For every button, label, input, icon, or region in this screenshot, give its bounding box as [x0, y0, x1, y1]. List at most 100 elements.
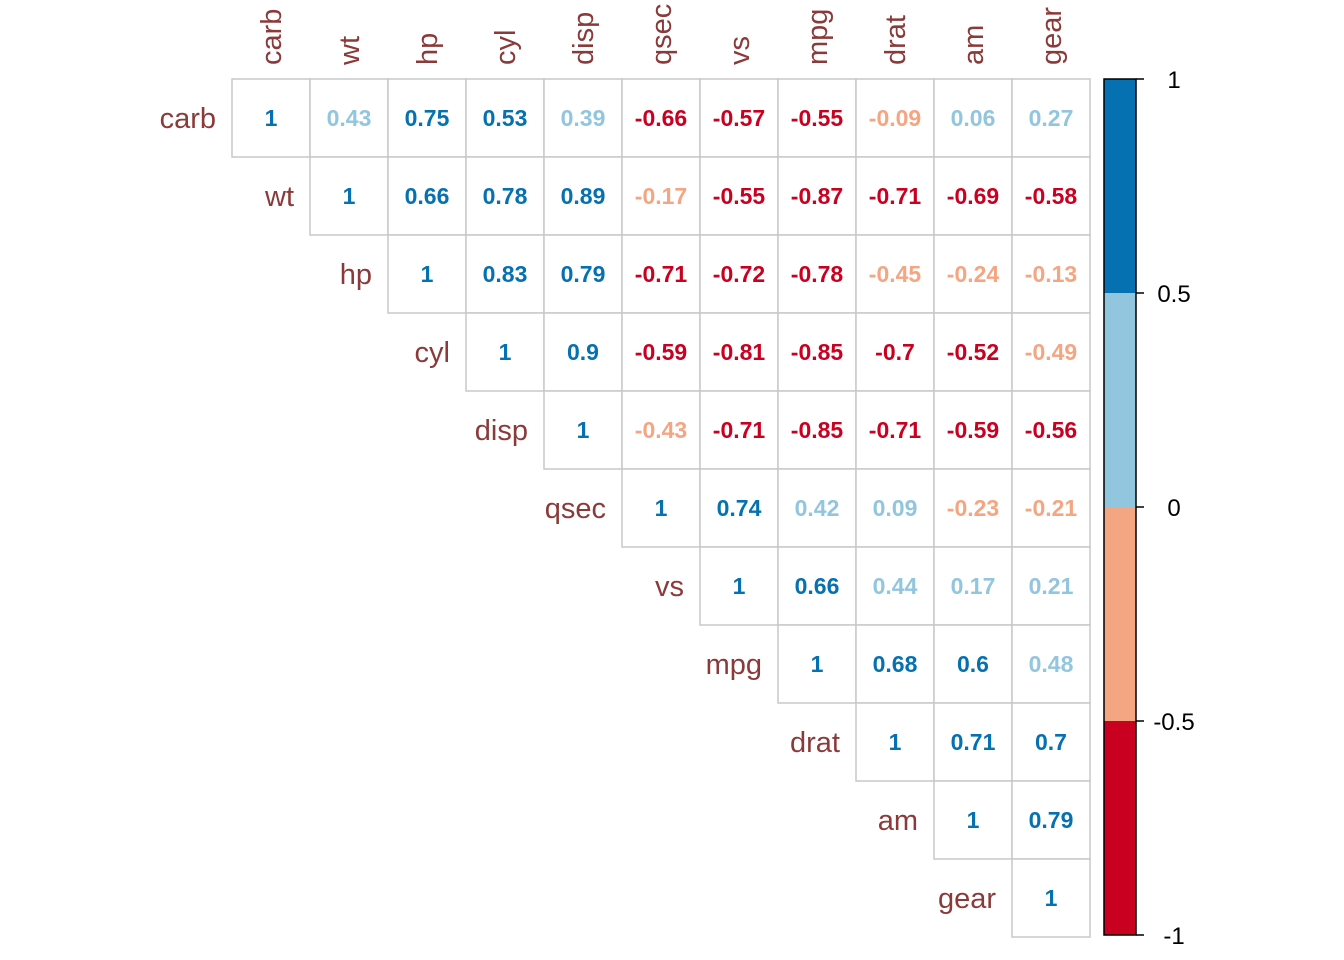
coefficient-label: 1: [967, 807, 980, 833]
row-label: gear: [938, 883, 996, 915]
matrix-cell: [543, 390, 623, 470]
coefficient-label: -0.85: [791, 339, 844, 365]
coefficient-label: -0.59: [947, 417, 999, 443]
coefficient-label: 1: [499, 339, 512, 365]
row-label: disp: [475, 415, 528, 447]
matrix-cell: [1011, 156, 1091, 236]
matrix-cell: [933, 624, 1013, 704]
coefficient-label: 0.43: [327, 105, 372, 131]
row-label: mpg: [706, 649, 762, 681]
matrix-cell: [387, 78, 467, 158]
matrix-cell: [231, 78, 311, 158]
row-labels: carb wt hp cyl disp qsec vs mpg drat am gear: [160, 103, 997, 915]
matrix-cells: 1 0.43 0.75 0.53 0.39 -0.66 -0.57 -0.55 -0.09 0.0…: [231, 78, 1091, 938]
coefficient-label: 1: [655, 495, 668, 521]
coefficient-label: 0.74: [717, 495, 762, 521]
coefficient-label: -0.59: [635, 339, 687, 365]
coefficient-label: 0.66: [405, 183, 450, 209]
matrix-cell: [1011, 858, 1091, 938]
coefficient-label: -0.71: [869, 183, 922, 209]
row-label: wt: [264, 181, 294, 213]
coefficient-label: 0.83: [483, 261, 528, 287]
column-label: gear: [1036, 7, 1068, 65]
matrix-cell: [777, 546, 857, 626]
column-label: hp: [412, 33, 444, 65]
legend-tick-label: -0.5: [1153, 709, 1194, 736]
coefficient-label: -0.58: [1025, 183, 1078, 209]
matrix-cell: [855, 312, 935, 392]
matrix-cell: [465, 312, 545, 392]
matrix-cell: [933, 312, 1013, 392]
column-label: mpg: [802, 9, 834, 65]
coefficient-label: 1: [343, 183, 356, 209]
matrix-cell: [933, 156, 1013, 236]
matrix-cell: [855, 468, 935, 548]
row-label: qsec: [545, 493, 606, 525]
coefficient-label: 1: [265, 105, 278, 131]
coefficient-label: 0.71: [951, 729, 996, 755]
coefficient-label: -0.71: [635, 261, 688, 287]
coefficient-label: -0.72: [713, 261, 765, 287]
coefficient-label: 0.79: [1029, 807, 1074, 833]
column-label: drat: [880, 15, 912, 65]
coefficient-label: 0.53: [483, 105, 528, 131]
coefficient-label: -0.13: [1025, 261, 1077, 287]
coefficient-label: -0.21: [1025, 495, 1078, 521]
coefficient-label: 0.6: [957, 651, 989, 677]
coefficient-label: -0.7: [875, 339, 915, 365]
coefficient-label: 0.06: [951, 105, 996, 131]
matrix-cell: [855, 546, 935, 626]
coefficient-label: 0.39: [561, 105, 606, 131]
matrix-cell: [777, 468, 857, 548]
matrix-cell: [309, 78, 389, 158]
coefficient-label: 1: [811, 651, 824, 677]
coefficient-label: 0.21: [1029, 573, 1074, 599]
matrix-cell: [777, 624, 857, 704]
column-label: cyl: [490, 30, 522, 65]
row-label: am: [878, 805, 918, 837]
coefficient-label: -0.66: [635, 105, 687, 131]
matrix-cell: [777, 78, 857, 158]
row-label: carb: [160, 103, 216, 135]
column-label: carb: [256, 9, 288, 65]
column-label: disp: [568, 12, 600, 65]
column-label: vs: [724, 36, 756, 65]
matrix-cell: [1011, 780, 1091, 860]
matrix-cell: [309, 156, 389, 236]
matrix-cell: [465, 156, 545, 236]
matrix-cell: [855, 234, 935, 314]
row-label: cyl: [415, 337, 450, 369]
matrix-cell: [777, 156, 857, 236]
coefficient-label: -0.71: [869, 417, 922, 443]
matrix-cell: [777, 390, 857, 470]
coefficient-label: -0.81: [713, 339, 766, 365]
matrix-cell: [777, 234, 857, 314]
coefficient-label: 1: [421, 261, 434, 287]
coefficient-label: -0.45: [869, 261, 922, 287]
matrix-cell: [933, 78, 1013, 158]
coefficient-label: 0.48: [1029, 651, 1074, 677]
coefficient-label: 1: [733, 573, 746, 599]
coefficient-label: -0.71: [713, 417, 766, 443]
column-label: wt: [334, 36, 366, 66]
column-label: qsec: [646, 4, 678, 65]
coefficient-label: -0.56: [1025, 417, 1077, 443]
matrix-cell: [933, 780, 1013, 860]
coefficient-label: -0.55: [713, 183, 766, 209]
matrix-cell: [855, 390, 935, 470]
matrix-cell: [933, 468, 1013, 548]
coefficient-label: -0.55: [791, 105, 844, 131]
coefficient-label: -0.69: [947, 183, 999, 209]
legend-color-bin: [1104, 79, 1136, 293]
coefficient-label: -0.49: [1025, 339, 1077, 365]
matrix-cell: [855, 156, 935, 236]
matrix-cell: [621, 78, 701, 158]
coefficient-label: 0.27: [1029, 105, 1074, 131]
column-labels: carb wt hp cyl disp qsec vs mpg drat am gear: [256, 4, 1068, 66]
coefficient-label: -0.17: [635, 183, 687, 209]
coefficient-label: -0.43: [635, 417, 687, 443]
coefficient-label: -0.23: [947, 495, 999, 521]
coefficient-label: 0.7: [1035, 729, 1067, 755]
legend-color-bin: [1104, 507, 1136, 721]
coefficient-label: 1: [1045, 885, 1058, 911]
